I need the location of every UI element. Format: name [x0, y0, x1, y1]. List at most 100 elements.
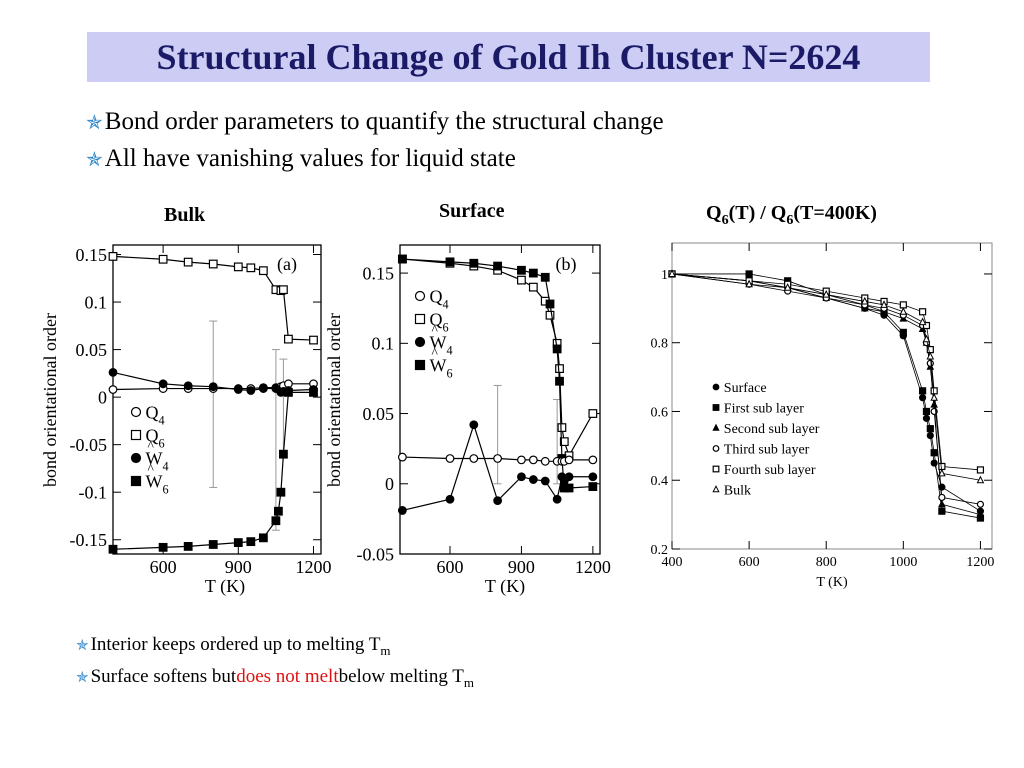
legend-marker — [712, 465, 720, 473]
data-point — [930, 387, 938, 395]
data-point — [246, 263, 256, 273]
data-point — [258, 266, 268, 276]
data-point — [976, 466, 985, 474]
data-point — [108, 368, 118, 377]
data-point — [309, 335, 318, 345]
surface-header: Surface — [439, 200, 505, 222]
data-point — [938, 468, 946, 477]
x-tick-label: 600 — [437, 557, 464, 577]
y-tick-label: 0.15 — [363, 263, 395, 283]
data-point — [279, 285, 288, 295]
y-tick-label: 0 — [98, 387, 107, 407]
data-point — [108, 385, 118, 394]
data-point — [564, 455, 574, 465]
x-tick-label: 1200 — [295, 557, 331, 577]
data-point — [258, 533, 268, 543]
panel-label: (b) — [556, 254, 577, 275]
data-point — [564, 472, 574, 482]
data-point — [445, 257, 455, 267]
legend-entry: Q4 — [430, 286, 449, 311]
data-point — [559, 437, 569, 447]
data-point — [552, 344, 562, 354]
hat-glyph: ^ — [432, 345, 439, 360]
top-bullet-2-text: All have vanishing values for liquid sta… — [104, 145, 516, 172]
hat-glyph: ^ — [148, 438, 155, 453]
star-bullet-icon: ✯ — [76, 669, 89, 686]
legend-marker — [130, 406, 142, 418]
data-point — [279, 449, 288, 459]
x-axis-label: T (K) — [816, 575, 848, 590]
data-point — [919, 387, 927, 395]
bottom-bullet-1-text: Interior keeps ordered up to melting T — [90, 634, 381, 655]
data-point — [528, 475, 538, 484]
data-point — [493, 496, 503, 506]
data-point — [158, 542, 168, 552]
legend-marker — [414, 336, 426, 348]
data-point — [540, 272, 550, 282]
data-point — [922, 407, 931, 416]
x-tick-label: 900 — [508, 557, 535, 577]
data-point — [938, 462, 946, 471]
legend-entry: Q6 — [146, 425, 165, 450]
highlight-text: does not melt — [236, 666, 339, 687]
data-point — [926, 431, 934, 440]
data-point — [976, 509, 985, 518]
data-point — [528, 455, 538, 465]
data-point — [284, 387, 293, 397]
y-axis-label: bond orientational order — [324, 313, 344, 487]
data-point — [517, 472, 526, 482]
data-point — [233, 538, 243, 547]
y-tick-label: 0.1 — [372, 334, 395, 354]
data-point — [258, 384, 268, 393]
y-tick-label: -0.15 — [70, 530, 108, 550]
data-point — [880, 300, 888, 308]
data-point — [545, 299, 555, 309]
bottom-bullet-2: ✯ Surface softens but does not melt belo… — [76, 666, 474, 690]
data-point — [938, 499, 946, 508]
legend-entry: First sub layer — [724, 401, 804, 416]
legend-marker — [712, 485, 720, 493]
x-tick-label: 600 — [739, 555, 760, 570]
x-tick-label: 400 — [662, 555, 683, 570]
x-axis-label: T (K) — [205, 576, 245, 597]
legend-marker — [130, 452, 142, 464]
y-tick-label: 0.8 — [651, 337, 669, 352]
data-point — [783, 283, 792, 291]
data-point — [930, 393, 938, 401]
top-bullet-2: ✯ All have vanishing values for liquid s… — [86, 145, 516, 173]
x-tick-label: 600 — [150, 557, 177, 577]
data-point — [557, 423, 567, 432]
x-tick-label: 900 — [225, 557, 252, 577]
data-point — [397, 254, 407, 264]
data-point — [208, 382, 218, 392]
data-point — [469, 420, 479, 430]
data-point — [246, 386, 256, 395]
data-point — [922, 334, 931, 343]
plot-frame — [671, 242, 993, 550]
y-tick-label: 1 — [661, 268, 668, 283]
data-point — [552, 494, 562, 504]
ratio-header: Q6(T) / Q6(T=400K) — [706, 202, 877, 228]
data-point — [246, 537, 256, 547]
data-point — [158, 379, 168, 389]
data-point — [469, 454, 479, 463]
legend-entry: Q6 — [430, 309, 449, 334]
data-point — [588, 472, 598, 482]
data-point — [938, 483, 946, 491]
data-point — [919, 308, 927, 316]
legend-entry: Bulk — [724, 483, 751, 498]
data-point — [588, 455, 598, 465]
data-point — [919, 394, 927, 402]
data-point — [555, 364, 564, 373]
legend-marker — [712, 423, 720, 431]
data-point — [183, 257, 193, 267]
legend-entry: Q4 — [146, 402, 165, 427]
data-point — [517, 265, 526, 275]
data-point — [183, 381, 193, 391]
data-point — [517, 275, 526, 285]
y-tick-label: 0.4 — [651, 474, 669, 489]
data-point — [588, 482, 598, 491]
slide-title: Structural Change of Gold Ih Cluster N=2… — [156, 37, 861, 77]
data-point — [397, 452, 407, 462]
legend-marker — [414, 313, 426, 325]
